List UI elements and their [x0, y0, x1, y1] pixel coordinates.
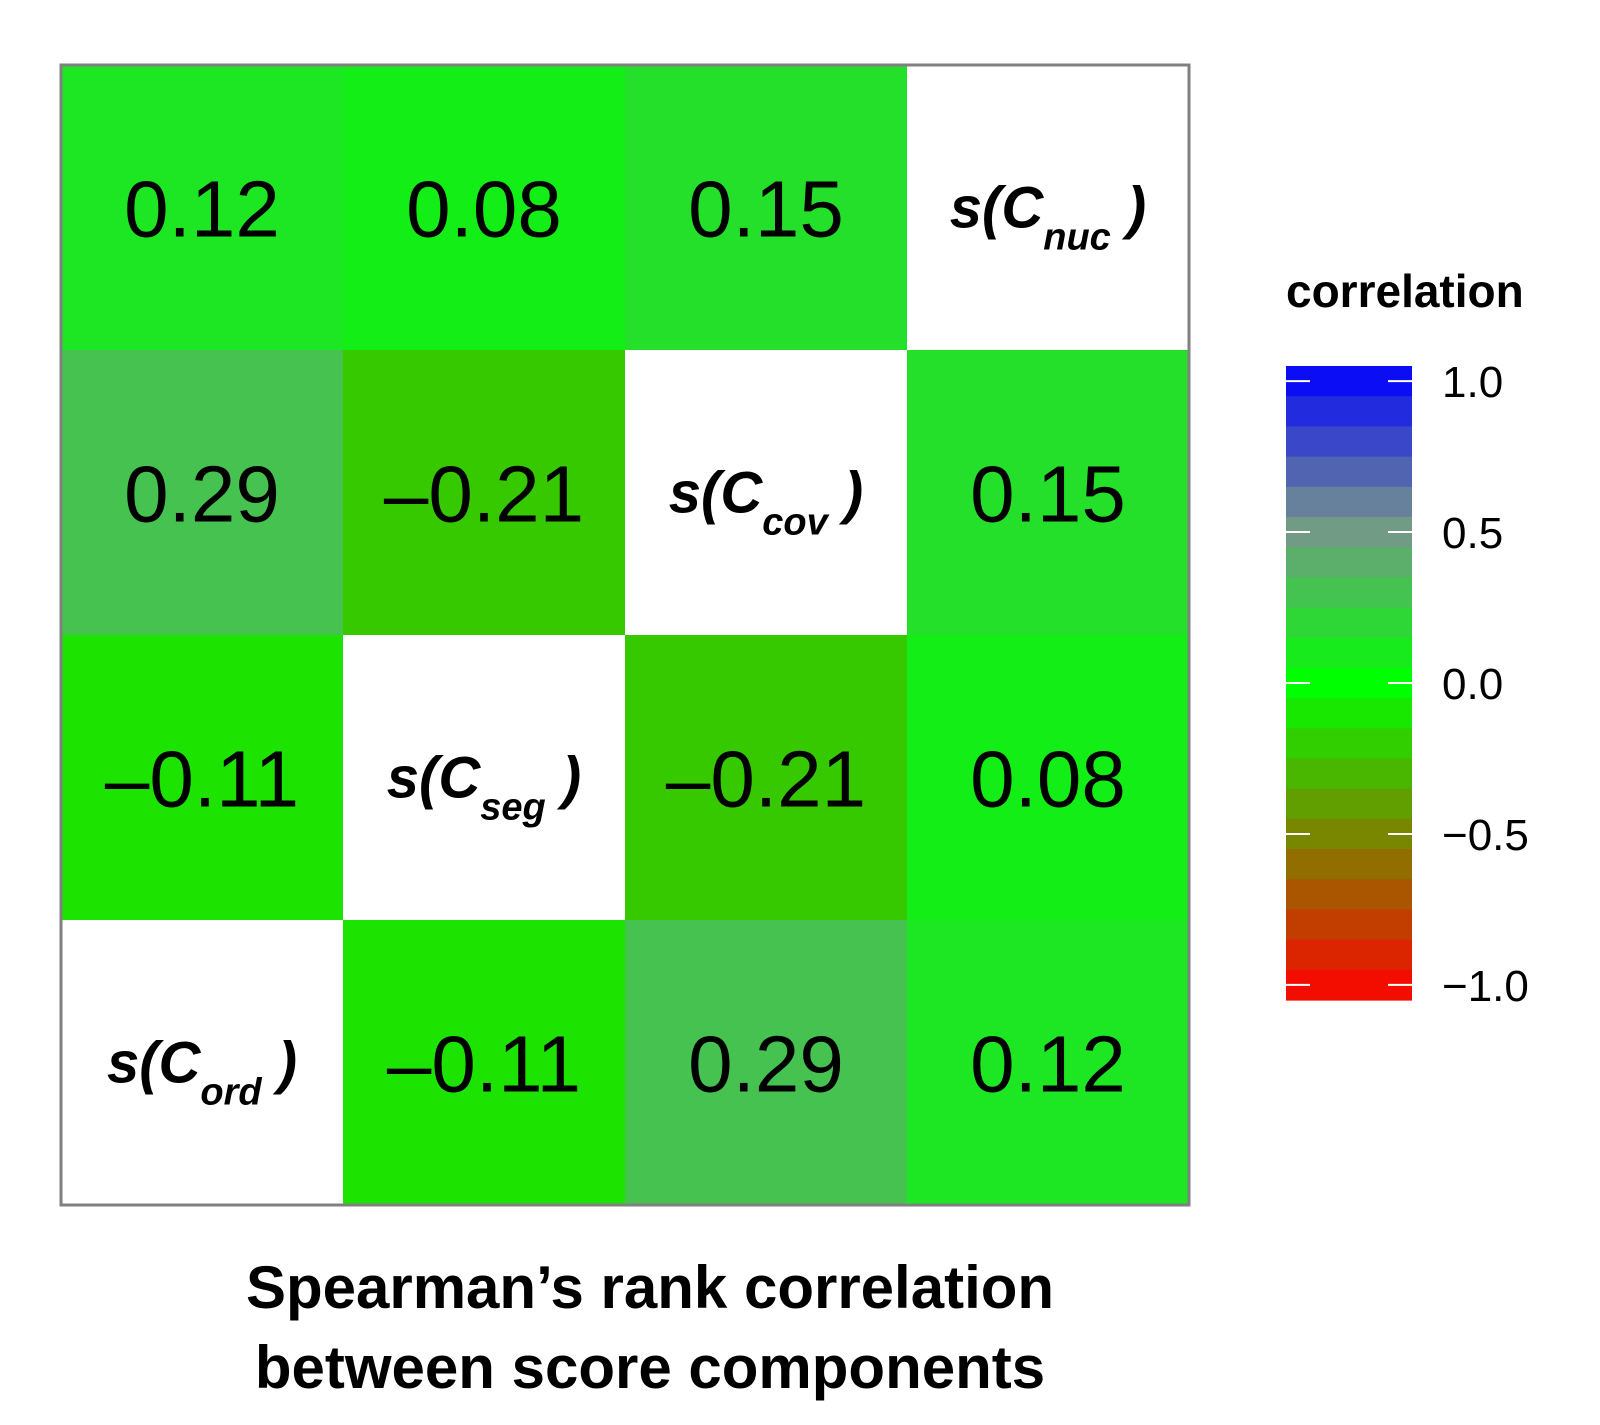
heatmap-border [59, 63, 1191, 1207]
legend-color-step [1286, 607, 1412, 639]
variable-label: s(Cnuc ) [950, 176, 1146, 259]
legend-color-step [1286, 909, 1412, 941]
chart-caption: Spearman’s rank correlation between scor… [0, 1248, 1300, 1408]
heatmap-cell [61, 635, 344, 921]
legend-color-step [1286, 849, 1412, 880]
cell-value-label: 0.29 [124, 450, 280, 539]
legend-color-step [1286, 456, 1412, 488]
variable-label: s(Cord ) [107, 1031, 297, 1114]
legend-colorbar [1286, 366, 1412, 1001]
legend-tick-label: −0.5 [1442, 811, 1529, 860]
heatmap-cell [343, 350, 626, 636]
heatmap-cell [61, 920, 344, 1206]
heatmap-cell [343, 635, 626, 921]
legend-color-step [1286, 396, 1412, 427]
heatmap-cell [625, 920, 908, 1206]
variable-label: s(Cseg ) [387, 746, 581, 829]
legend-tick-label: −1.0 [1442, 962, 1529, 1011]
heatmap-grid: 0.12 0.08 0.15 s(Cnuc ) 0.29 –0.21 s(Ccov ) 0.1… [61, 65, 1190, 1206]
legend-color-step [1286, 728, 1412, 760]
cell-value-label: –0.21 [384, 450, 584, 539]
heatmap-cell [61, 350, 344, 636]
legend-color-step [1286, 637, 1412, 669]
heatmap-cell [343, 920, 626, 1206]
cell-value-label: 0.12 [124, 165, 280, 254]
cell-value-label: 0.08 [406, 165, 562, 254]
legend-color-step [1286, 939, 1412, 971]
heatmap-cell [907, 350, 1190, 636]
heatmap-cell [625, 635, 908, 921]
legend-color-step [1286, 486, 1412, 518]
heatmap-cell [625, 350, 908, 636]
heatmap-cell [907, 920, 1190, 1206]
legend-color-step [1286, 879, 1412, 911]
heatmap-cell [625, 65, 908, 351]
legend-color-step [1286, 426, 1412, 458]
legend-tick-label: 1.0 [1442, 358, 1503, 407]
legend-tick-label: 0.5 [1442, 509, 1503, 558]
cell-value-label: 0.08 [970, 735, 1126, 824]
cell-value-label: –0.11 [105, 735, 299, 824]
heatmap-cell [907, 65, 1190, 351]
cell-value-label: –0.21 [666, 735, 866, 824]
heatmap-cell [907, 635, 1190, 921]
legend-title: correlation [1286, 265, 1524, 317]
cell-value-label: –0.11 [387, 1020, 581, 1109]
cell-value-label: 0.29 [688, 1020, 844, 1109]
cell-value-label: 0.15 [970, 450, 1126, 539]
cell-value-label: 0.15 [688, 165, 844, 254]
heatmap-cell [61, 65, 344, 351]
cell-value-label: 0.12 [970, 1020, 1126, 1109]
legend-color-step [1286, 788, 1412, 820]
heatmap-cell [343, 65, 626, 351]
caption-line-1: Spearman’s rank correlation [245, 1254, 1055, 1321]
legend-tick-label: 0.0 [1442, 660, 1503, 709]
legend-color-step [1286, 758, 1412, 790]
legend-color-step [1286, 698, 1412, 729]
legend-color-step [1286, 577, 1412, 609]
legend-ticks: 1.0 0.5 0.0 −0.5 −1.0 [1286, 358, 1529, 1011]
variable-label: s(Ccov ) [669, 461, 863, 544]
caption-line-2: between score components [254, 1334, 1046, 1401]
legend-color-step [1286, 547, 1412, 578]
